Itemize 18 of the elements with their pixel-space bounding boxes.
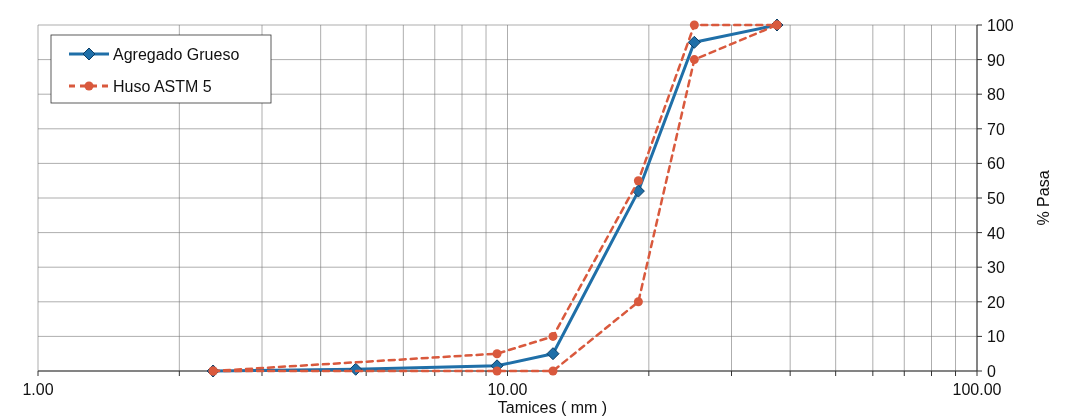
y2-tick-label: 100 [987,17,1014,34]
y2-tick-label: 70 [987,120,1005,138]
y2-tick-label: 60 [987,155,1005,173]
y2-tick-label: 10 [987,328,1005,346]
x-axis-title: Tamices ( mm ) [497,399,608,416]
legend-label: Agregado Grueso [113,46,240,63]
y2-tick-label: 0 [987,363,996,380]
y2-tick-label: 80 [987,86,1005,104]
y2-tick-label: 40 [987,224,1005,242]
x-tick-label: 10.00 [487,381,528,398]
y2-tick-label: 30 [987,259,1005,277]
y2-tick-label: 50 [987,190,1005,207]
y2-tick-label: 20 [987,293,1005,311]
legend-label: Huso ASTM 5 [113,78,212,95]
x-tick-label: 1.00 [22,381,54,398]
y2-tick-label: 90 [987,51,1005,69]
x-tick-label: 100.00 [952,381,1002,398]
y2-axis-title: % Pasa [1035,170,1052,226]
